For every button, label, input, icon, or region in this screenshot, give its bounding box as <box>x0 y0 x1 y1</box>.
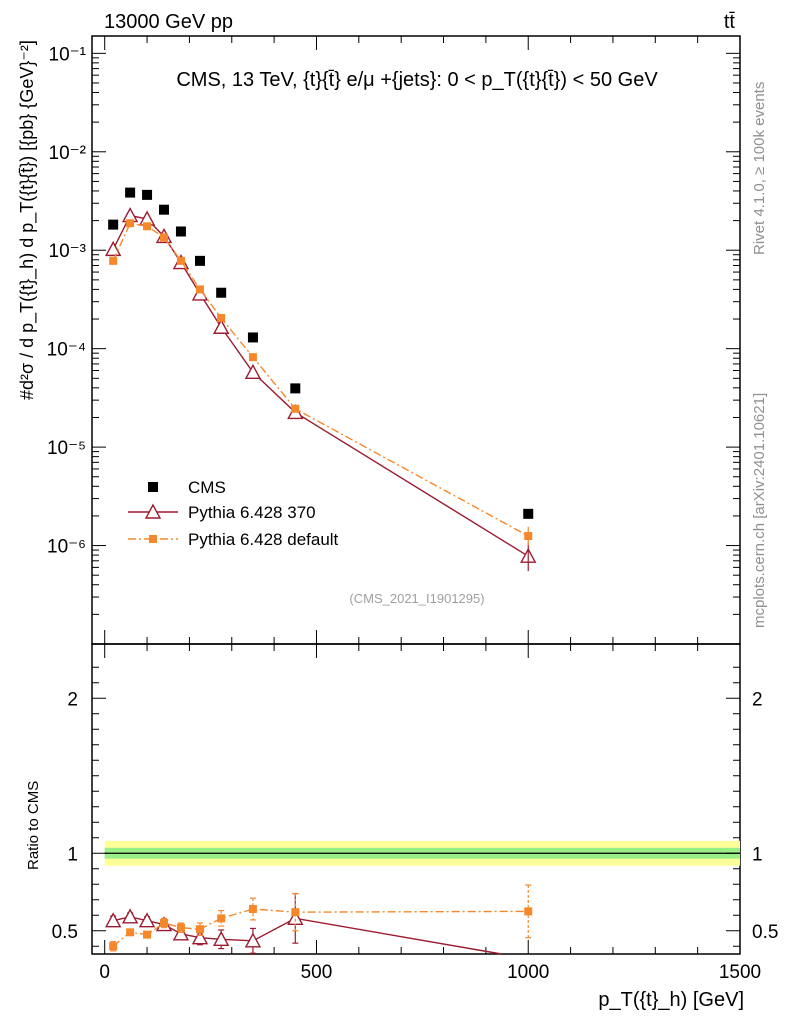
y-tick-label: 10⁻³ <box>49 241 87 262</box>
side-text-bottom: mcplots.cern.ch [arXiv:2401.10621] <box>751 393 768 628</box>
ratio-point-pythia-default <box>160 919 168 927</box>
main-title: CMS, 13 TeV, {t}{t̄} e/μ +{jets}: 0 < p_… <box>176 69 658 91</box>
ratio-line-0 <box>113 916 502 955</box>
y-tick-label: 10⁻⁴ <box>47 340 86 361</box>
x-tick-label: 1500 <box>719 962 761 983</box>
x-tick-label: 500 <box>301 962 333 983</box>
ratio-plot-frame <box>91 643 741 955</box>
ratio-y-tick-label-left: 2 <box>67 689 78 710</box>
main-plot-frame <box>91 35 741 645</box>
ratio-ylabel: Ratio to CMS <box>25 781 42 870</box>
ratio-ticks: 0 500 1000 1500 0.5 0.5 1 1 2 2 <box>52 644 778 983</box>
ratio-series <box>105 884 533 955</box>
data-point-pythia-370 <box>105 240 122 257</box>
series-line-2 <box>112 222 529 537</box>
ratio-y-tick-label-right: 0.5 <box>752 922 778 943</box>
ratio-bands <box>104 840 741 866</box>
data-point-cms <box>216 287 227 298</box>
x-axis-label: p_T({t}_h) [GeV] <box>598 989 744 1011</box>
ratio-point-pythia-370 <box>244 932 262 948</box>
ratio-point-pythia-default <box>217 914 226 923</box>
ratio-point-pythia-default <box>196 925 204 934</box>
data-point-cms <box>290 383 301 394</box>
y-tick-label: 10⁻⁵ <box>47 438 86 459</box>
y-tick-label: 10⁻¹ <box>49 44 87 65</box>
legend-label: CMS <box>188 478 226 497</box>
data-point-pythia-370 <box>244 363 262 380</box>
data-point-pythia-default <box>109 256 118 265</box>
data-point-pythia-370 <box>213 318 230 334</box>
ratio-line-1 <box>112 908 529 947</box>
ratio-point-pythia-default <box>524 907 533 916</box>
ratio-y-tick-label-left: 1 <box>67 844 78 865</box>
legend-marker-pythia-default <box>149 535 157 543</box>
legend-marker-pythia-370 <box>144 503 162 519</box>
data-point-pythia-default <box>143 222 152 231</box>
ratio-point-pythia-default <box>143 930 152 939</box>
data-point-cms <box>159 204 169 215</box>
y-tick-label: 10⁻⁶ <box>47 537 86 558</box>
ratio-y-tick-label-left: 0.5 <box>52 922 78 943</box>
data-point-pythia-default <box>291 404 300 413</box>
data-point-pythia-default <box>126 219 135 228</box>
watermark: (CMS_2021_I1901295) <box>349 591 484 606</box>
ratio-point-pythia-default <box>248 905 257 914</box>
ratio-point-pythia-370 <box>191 929 209 945</box>
series-line-1 <box>112 214 529 557</box>
ratio-point-pythia-default <box>126 928 135 937</box>
ratio-point-pythia-default <box>109 942 118 951</box>
x-tick-label: 1000 <box>507 962 549 983</box>
ratio-point-pythia-370 <box>121 908 139 924</box>
data-point-pythia-default <box>248 353 257 362</box>
ratio-point-pythia-default <box>291 908 300 917</box>
data-point-cms <box>142 189 153 200</box>
data-point-pythia-default <box>160 233 168 242</box>
main-series <box>105 187 537 572</box>
data-point-cms <box>175 226 186 237</box>
y-tick-label: 10⁻² <box>49 143 87 164</box>
main-ylabel: #d²σ / d p_T({t}_h) d p_T({t}{t̄}) [{pb}… <box>17 40 38 400</box>
data-point-cms <box>195 255 205 266</box>
ratio-y-tick-label-right: 2 <box>752 689 763 710</box>
ratio-point-pythia-370 <box>172 925 190 941</box>
legend: CMS Pythia 6.428 370 Pythia 6.428 default <box>128 478 339 549</box>
header-right: tt̄ <box>724 11 736 33</box>
ratio-point-pythia-370 <box>138 912 156 928</box>
x-tick-label: 0 <box>99 962 110 983</box>
legend-marker-cms <box>148 482 158 492</box>
data-point-cms <box>247 332 258 343</box>
data-point-pythia-default <box>217 313 226 322</box>
ratio-point-pythia-370 <box>105 912 122 928</box>
ratio-y-tick-label-right: 1 <box>752 844 763 865</box>
side-text-top: Rivet 4.1.0, ≥ 100k events <box>751 82 768 255</box>
legend-label: Pythia 6.428 default <box>188 530 339 549</box>
data-point-cms <box>523 508 534 519</box>
ratio-point-pythia-370 <box>213 930 230 946</box>
header-left: 13000 GeV pp <box>104 11 233 33</box>
data-point-pythia-default <box>196 285 204 294</box>
data-point-cms <box>108 219 119 230</box>
ratio-point-pythia-default <box>176 923 185 932</box>
legend-label: Pythia 6.428 370 <box>188 503 316 522</box>
data-point-pythia-default <box>176 256 185 265</box>
main-ticks: 10⁻⁶ 10⁻⁵ 10⁻⁴ 10⁻³ 10⁻² 10⁻¹ <box>47 36 741 645</box>
data-point-cms <box>125 187 136 198</box>
